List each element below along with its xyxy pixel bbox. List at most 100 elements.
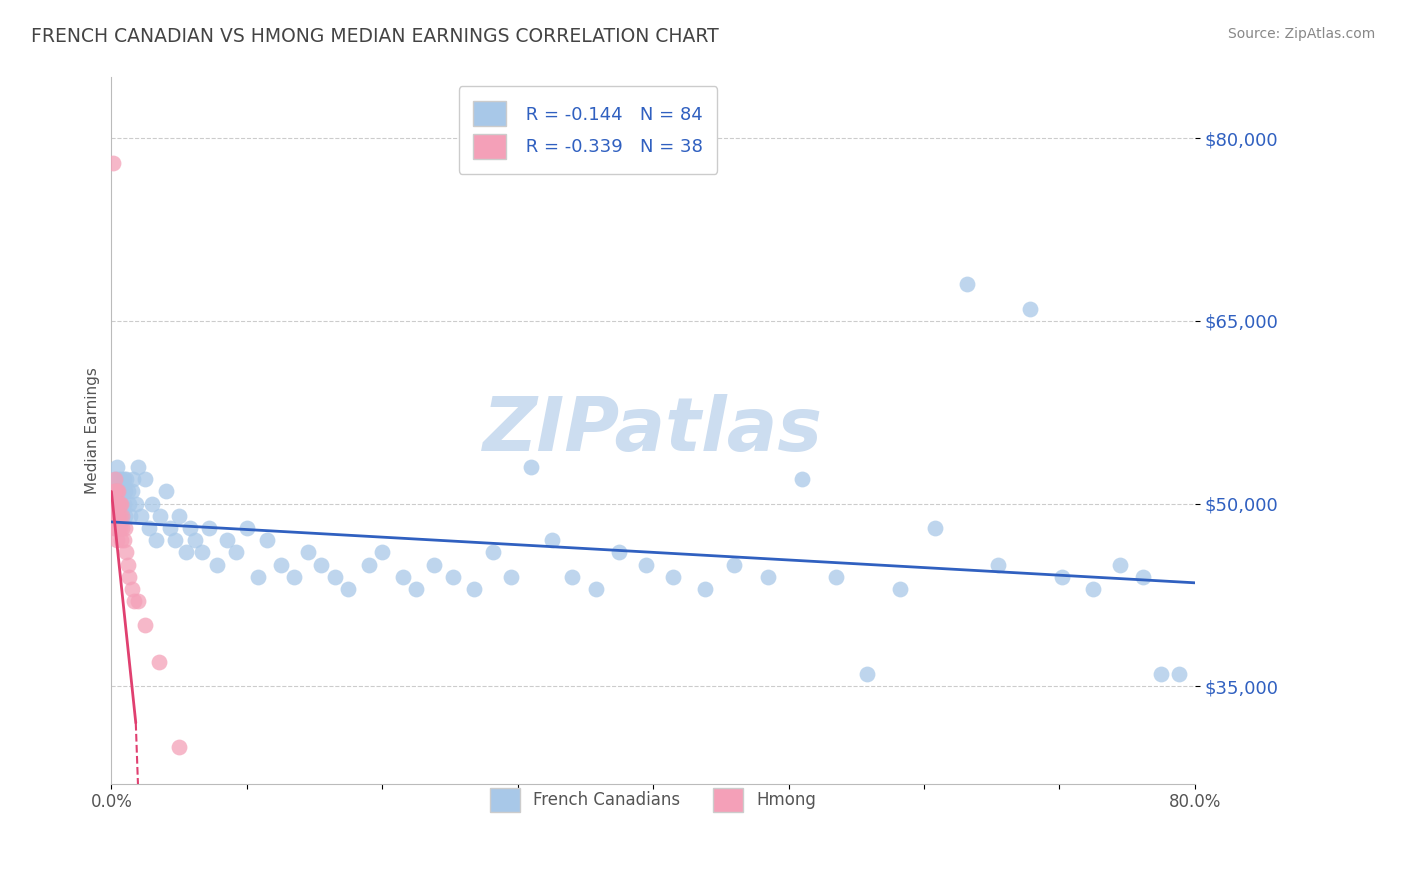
Point (148, 655, 170, 669)
Point (337, 582, 360, 596)
Point (270, 558, 292, 572)
Point (283, 570, 305, 584)
Point (246, 570, 269, 584)
Point (540, 533, 562, 548)
Point (104, 521, 127, 535)
Point (1018, 301, 1040, 316)
Point (114, 508, 136, 523)
Point (1109, 558, 1132, 572)
Point (114, 521, 136, 535)
Point (225, 545, 247, 559)
Point (693, 582, 716, 596)
Legend: French Canadians, Hmong: French Canadians, Hmong (477, 774, 830, 825)
Point (134, 472, 156, 486)
Point (107, 472, 129, 486)
Point (1050, 570, 1073, 584)
Point (107, 484, 129, 499)
Point (103, 497, 125, 511)
Point (520, 460, 543, 475)
Text: FRENCH CANADIAN VS HMONG MEDIAN EARNINGS CORRELATION CHART: FRENCH CANADIAN VS HMONG MEDIAN EARNINGS… (31, 27, 718, 45)
Point (107, 521, 129, 535)
Point (756, 570, 779, 584)
Point (105, 484, 128, 499)
Point (112, 497, 135, 511)
Point (108, 521, 131, 535)
Point (357, 558, 380, 572)
Point (105, 484, 128, 499)
Point (636, 558, 658, 572)
Point (128, 594, 150, 608)
Point (103, 497, 125, 511)
Point (215, 533, 238, 548)
Point (129, 508, 152, 523)
Text: Source: ZipAtlas.com: Source: ZipAtlas.com (1227, 27, 1375, 41)
Point (441, 570, 464, 584)
Point (124, 594, 146, 608)
Point (105, 497, 128, 511)
Point (184, 533, 207, 548)
Point (105, 460, 128, 475)
Point (110, 533, 132, 548)
Point (110, 472, 132, 486)
Point (111, 484, 134, 499)
Point (110, 497, 132, 511)
Point (128, 460, 150, 475)
Point (120, 508, 142, 523)
Point (141, 497, 163, 511)
Point (889, 582, 911, 596)
Point (108, 484, 131, 499)
Point (111, 521, 134, 535)
Point (723, 558, 745, 572)
Y-axis label: Median Earnings: Median Earnings (86, 368, 100, 494)
Point (104, 497, 127, 511)
Point (108, 497, 131, 511)
Point (134, 618, 156, 632)
Point (117, 558, 139, 572)
Point (111, 508, 134, 523)
Point (179, 521, 201, 535)
Point (198, 521, 221, 535)
Point (112, 533, 135, 548)
Point (149, 508, 172, 523)
Point (924, 521, 946, 535)
Point (103, 508, 125, 523)
Point (165, 533, 187, 548)
Point (107, 497, 129, 511)
Point (371, 545, 394, 559)
Point (155, 484, 177, 499)
Point (101, 497, 124, 511)
Point (103, 521, 125, 535)
Point (107, 508, 129, 523)
Text: ZIPatlas: ZIPatlas (484, 394, 823, 467)
Point (174, 545, 197, 559)
Point (987, 558, 1010, 572)
Point (145, 533, 167, 548)
Point (104, 472, 127, 486)
Point (122, 472, 145, 486)
Point (422, 558, 444, 572)
Point (236, 521, 259, 535)
Point (1150, 667, 1173, 681)
Point (256, 533, 278, 548)
Point (104, 472, 127, 486)
Point (585, 582, 607, 596)
Point (167, 740, 190, 755)
Point (561, 570, 583, 584)
Point (167, 508, 190, 523)
Point (825, 570, 848, 584)
Point (1167, 667, 1189, 681)
Point (110, 497, 132, 511)
Point (191, 545, 214, 559)
Point (607, 545, 630, 559)
Point (107, 508, 129, 523)
Point (117, 484, 139, 499)
Point (297, 545, 319, 559)
Point (499, 570, 522, 584)
Point (1083, 582, 1105, 596)
Point (111, 508, 134, 523)
Point (311, 558, 333, 572)
Point (103, 484, 125, 499)
Point (1132, 570, 1154, 584)
Point (108, 508, 131, 523)
Point (405, 582, 427, 596)
